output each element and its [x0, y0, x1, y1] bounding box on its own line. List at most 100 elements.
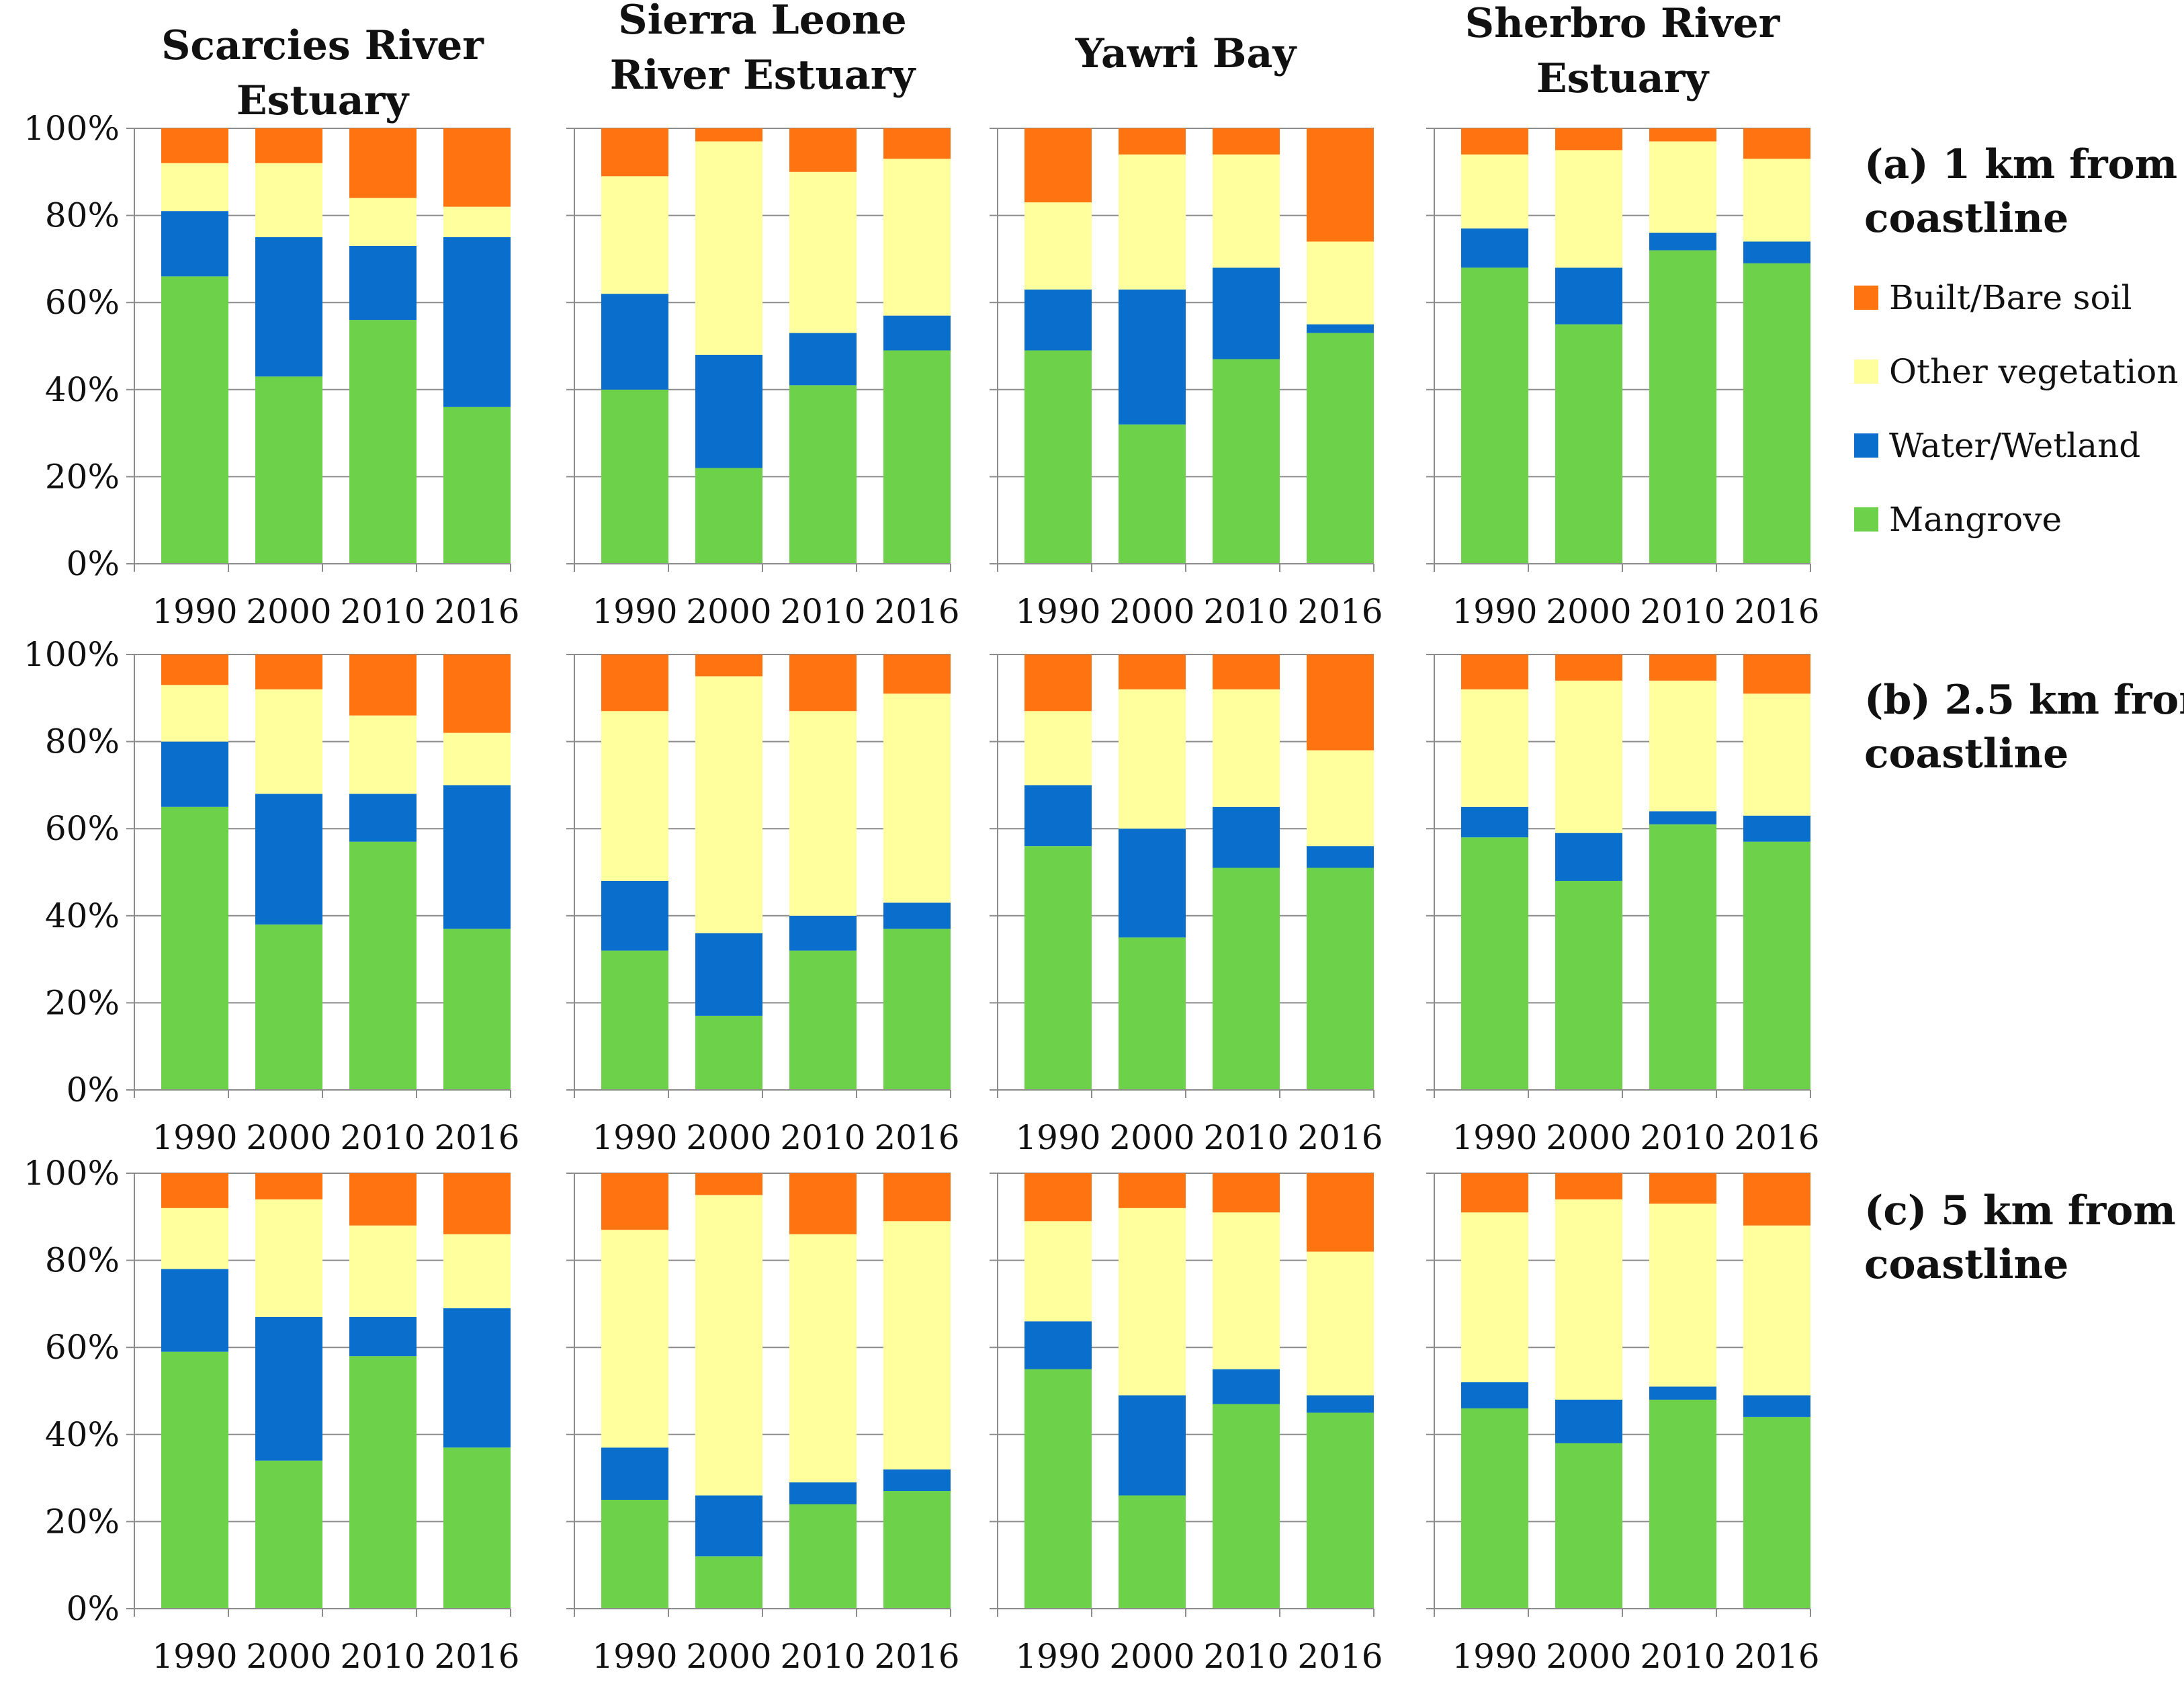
bar-segment-built-bare-soil	[1555, 654, 1622, 681]
bar-segment-other-vegetation	[1743, 693, 1810, 816]
bar-segment-mangrove	[255, 376, 322, 564]
x-tick-label: 2000	[1109, 592, 1194, 631]
x-tick-label: 2016	[1297, 1118, 1383, 1157]
bar-segment-built-bare-soil	[695, 1173, 762, 1195]
bar-segment-water-wetland	[161, 741, 228, 807]
bar-segment-water-wetland	[1743, 241, 1810, 263]
row-label: (c) 5 km from	[1864, 1187, 2176, 1234]
x-tick-label: 2016	[434, 1118, 519, 1157]
x-tick-label: 2010	[780, 592, 865, 631]
legend-label: Mangrove	[1889, 500, 2062, 539]
bar-segment-water-wetland	[1307, 324, 1374, 333]
column-title: Sherbro River	[1465, 0, 1781, 47]
bar-segment-other-vegetation	[695, 141, 762, 355]
y-tick-label: 100%	[24, 1154, 120, 1193]
bar-segment-other-vegetation	[1119, 689, 1186, 829]
bar-segment-other-vegetation	[1213, 689, 1280, 807]
bar-segment-other-vegetation	[255, 163, 322, 237]
bar-segment-other-vegetation	[161, 163, 228, 212]
y-tick-label: 80%	[45, 1241, 120, 1280]
bar-segment-water-wetland	[1555, 1399, 1622, 1443]
bar-segment-water-wetland	[601, 880, 668, 951]
column-title: Estuary	[1536, 55, 1710, 102]
x-tick-label: 2000	[1109, 1118, 1194, 1157]
bar-segment-other-vegetation	[1307, 750, 1374, 847]
y-tick-label: 0%	[67, 1070, 120, 1109]
y-tick-label: 0%	[67, 544, 120, 583]
x-tick-label: 2016	[434, 1637, 519, 1676]
x-tick-label: 1990	[152, 592, 237, 631]
bar-segment-mangrove	[1213, 359, 1280, 564]
x-tick-label: 1990	[1015, 592, 1100, 631]
bar-segment-water-wetland	[349, 1316, 417, 1357]
bar-segment-water-wetland	[1307, 1395, 1374, 1413]
bar-segment-mangrove	[1461, 267, 1528, 564]
x-tick-label: 2016	[874, 1118, 959, 1157]
bar-segment-water-wetland	[255, 237, 322, 377]
bar-segment-other-vegetation	[601, 1230, 668, 1448]
bar-segment-other-vegetation	[161, 1208, 228, 1269]
bar-segment-mangrove	[1024, 846, 1092, 1090]
x-tick-label: 2000	[246, 1637, 331, 1676]
bar-segment-water-wetland	[601, 1447, 668, 1500]
bar-segment-mangrove	[601, 389, 668, 564]
bar-segment-other-vegetation	[443, 206, 511, 237]
bar-segment-other-vegetation	[349, 198, 417, 246]
bar-segment-mangrove	[1649, 824, 1716, 1090]
bar-segment-other-vegetation	[1743, 1225, 1810, 1396]
bar-segment-water-wetland	[1213, 267, 1280, 359]
bar-segment-water-wetland	[1649, 1386, 1716, 1400]
bar-segment-other-vegetation	[349, 715, 417, 794]
text-layer: Scarcies River Estuary Sierra Leone River E…	[24, 0, 2184, 1676]
bar-segment-water-wetland	[789, 1482, 857, 1505]
bar-segment-built-bare-soil	[1119, 128, 1186, 155]
bar-segment-built-bare-soil	[695, 654, 762, 677]
bar-segment-other-vegetation	[1461, 689, 1528, 807]
legend-swatch	[1854, 433, 1878, 458]
bar-segment-mangrove	[1307, 333, 1374, 564]
bar-segment-built-bare-soil	[1743, 1173, 1810, 1226]
bar-segment-built-bare-soil	[1024, 654, 1092, 712]
y-tick-label: 100%	[24, 635, 120, 674]
bar-segment-mangrove	[161, 806, 228, 1090]
bar-segment-other-vegetation	[883, 159, 951, 316]
x-tick-label: 2010	[780, 1118, 865, 1157]
y-tick-label: 20%	[45, 1502, 120, 1541]
y-tick-label: 20%	[45, 457, 120, 496]
bar-segment-water-wetland	[1743, 815, 1810, 842]
bar-segment-mangrove	[255, 1460, 322, 1609]
bar-segment-built-bare-soil	[1024, 1173, 1092, 1222]
x-tick-label: 2016	[874, 592, 959, 631]
bar-segment-other-vegetation	[601, 176, 668, 294]
bar-segment-mangrove	[695, 1015, 762, 1090]
x-tick-label: 2000	[686, 1637, 771, 1676]
bar-segment-water-wetland	[1461, 1382, 1528, 1408]
bar-segment-mangrove	[1119, 1495, 1186, 1609]
bar-segment-water-wetland	[789, 333, 857, 386]
bar-segment-other-vegetation	[1555, 680, 1622, 833]
bar-segment-water-wetland	[161, 1269, 228, 1352]
bar-segment-built-bare-soil	[443, 654, 511, 733]
bar-segment-built-bare-soil	[789, 1173, 857, 1234]
bar-segment-built-bare-soil	[695, 128, 762, 142]
x-tick-label: 2000	[1546, 592, 1631, 631]
x-tick-label: 1990	[152, 1637, 237, 1676]
x-tick-label: 1990	[1015, 1637, 1100, 1676]
x-tick-label: 2016	[1297, 592, 1383, 631]
y-tick-label: 60%	[45, 809, 120, 848]
x-tick-label: 2000	[686, 592, 771, 631]
bar-segment-mangrove	[443, 407, 511, 564]
bar-segment-water-wetland	[1119, 1395, 1186, 1496]
bar-segment-built-bare-soil	[1307, 128, 1374, 242]
bar-segment-mangrove	[601, 950, 668, 1090]
bar-segment-other-vegetation	[695, 1195, 762, 1496]
x-tick-label: 2010	[340, 1637, 425, 1676]
bar-segment-water-wetland	[1119, 829, 1186, 938]
bar-segment-mangrove	[443, 1447, 511, 1609]
bar-segment-built-bare-soil	[161, 654, 228, 685]
bar-segment-water-wetland	[1213, 806, 1280, 868]
bar-segment-mangrove	[789, 385, 857, 564]
legend-swatch	[1854, 286, 1878, 310]
bar-segment-other-vegetation	[601, 711, 668, 881]
bar-segment-built-bare-soil	[883, 654, 951, 694]
